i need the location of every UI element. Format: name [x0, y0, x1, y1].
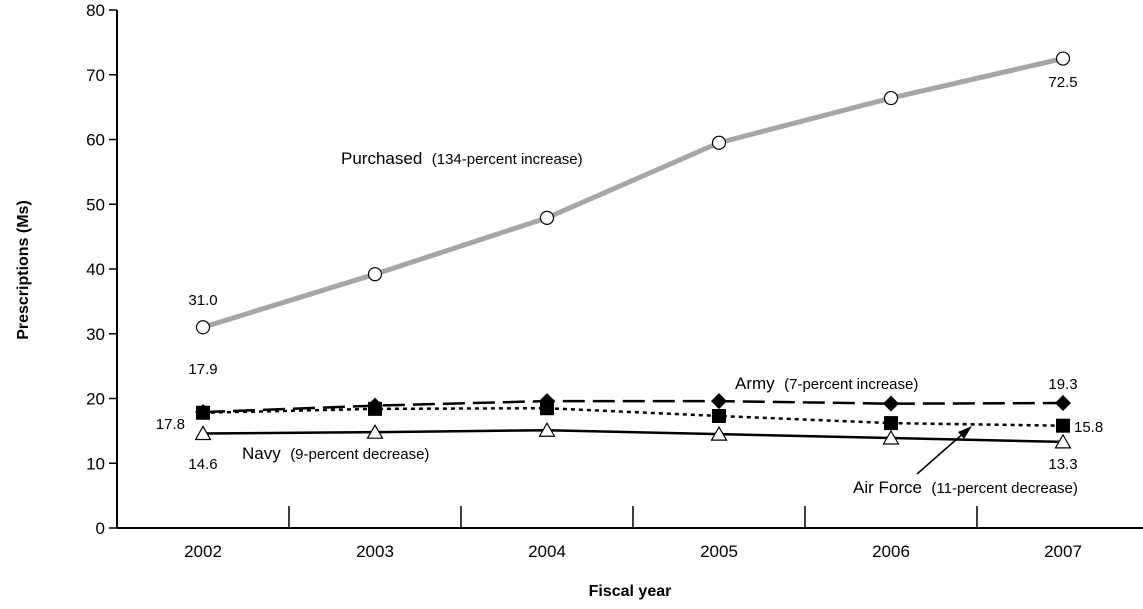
army-point: [883, 395, 899, 412]
purchased-point: [367, 267, 383, 282]
purchased-point: [539, 210, 555, 225]
army-line: [202, 399, 1064, 414]
air-force-point: [884, 416, 898, 431]
y-tick-label: 40: [86, 260, 105, 279]
purchased-name: Purchased: [341, 149, 422, 168]
army-point: [1055, 395, 1071, 412]
series-markers: [194, 51, 1072, 449]
navy-point: [1054, 433, 1072, 449]
purchased-point: [883, 90, 899, 106]
y-tick-label: 20: [86, 390, 105, 409]
purchased-note: (134-percent increase): [432, 151, 583, 168]
x-ticks: 2002 2003 2004 2005 2006 2007: [184, 506, 1082, 561]
navy-point: [710, 425, 728, 441]
navy-data-label: 13.3: [1048, 456, 1077, 473]
purchased-point: [711, 135, 727, 150]
air-force-pointer-arrow: [916, 426, 972, 475]
air-force-line: [202, 406, 1064, 427]
army-point: [539, 393, 555, 410]
x-tick-label: 2005: [700, 542, 738, 561]
y-tick-label: 30: [86, 325, 105, 344]
x-tick-label: 2003: [356, 542, 394, 561]
navy-line: [202, 428, 1064, 444]
data-labels: 31.0 72.5 17.9 19.3 17.8 15.8 14.6 13.3: [156, 74, 1103, 473]
army-point: [367, 397, 383, 414]
x-tick-label: 2004: [528, 542, 566, 561]
x-axis-title: Fiscal year: [589, 583, 672, 600]
y-tick-label: 70: [86, 66, 105, 85]
series-lines: [202, 56, 1064, 444]
y-tick-label: 80: [86, 1, 105, 20]
y-ticks: 0 10 20 30 40 50 60 70 80: [86, 1, 117, 538]
navy-annotation: Navy (9-percent decrease): [242, 444, 429, 463]
air-force-annotation: Air Force (11-percent decrease): [853, 478, 1078, 497]
y-tick-label: 10: [86, 454, 105, 473]
navy-data-label: 14.6: [188, 456, 217, 473]
x-tick-label: 2002: [184, 542, 222, 561]
purchased-data-label: 72.5: [1048, 74, 1077, 91]
air-force-data-label: 17.8: [156, 416, 185, 433]
navy-point: [882, 429, 900, 445]
y-tick-label: 0: [96, 519, 105, 538]
navy-point: [366, 423, 384, 439]
series-annotations: Purchased (134-percent increase) Army (7…: [242, 149, 1078, 497]
y-tick-label: 60: [86, 131, 105, 150]
y-axis-title: Prescriptions (Ms): [15, 200, 32, 340]
purchased-annotation: Purchased (134-percent increase): [341, 149, 583, 168]
army-annotation: Army (7-percent increase): [735, 374, 918, 393]
purchased-line: [202, 56, 1064, 330]
army-data-label: 17.9: [188, 361, 217, 378]
x-tick-label: 2006: [872, 542, 910, 561]
army-data-label: 19.3: [1048, 376, 1077, 393]
army-point: [195, 404, 211, 421]
air-force-point: [1056, 418, 1070, 433]
army-note: (7-percent increase): [784, 376, 918, 393]
air-force-name: Air Force: [853, 478, 922, 497]
air-force-point: [712, 408, 726, 423]
purchased-data-label: 31.0: [188, 292, 217, 309]
purchased-point: [195, 320, 211, 335]
navy-point: [538, 422, 556, 437]
air-force-note: (11-percent decrease): [931, 480, 1077, 497]
air-force-data-label: 15.8: [1074, 419, 1103, 436]
navy-note: (9-percent decrease): [290, 446, 429, 463]
navy-point: [194, 425, 212, 441]
y-tick-label: 50: [86, 195, 105, 214]
purchased-point: [1055, 51, 1071, 66]
army-point: [711, 393, 727, 410]
navy-name: Navy: [242, 444, 281, 463]
army-name: Army: [735, 374, 775, 393]
x-tick-label: 2007: [1044, 542, 1082, 561]
